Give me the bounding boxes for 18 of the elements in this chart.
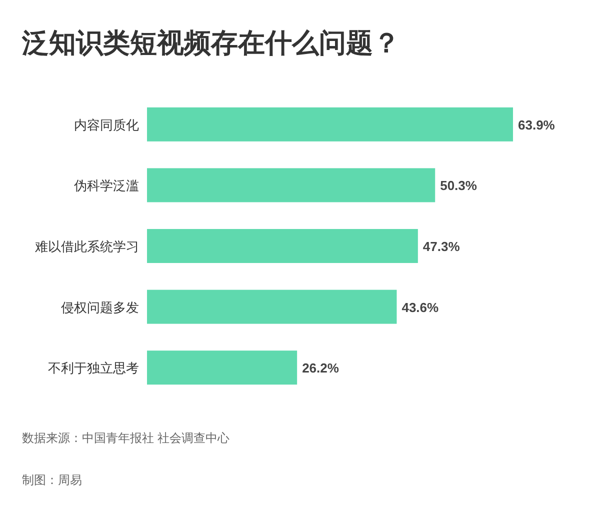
- text: 制图：周易: [22, 473, 82, 487]
- data-label: 63.9%: [518, 117, 556, 132]
- bar: [147, 350, 298, 385]
- bar: [147, 290, 397, 324]
- y-tick-label: 内容同质化: [74, 117, 139, 132]
- data-label: 50.3%: [440, 178, 478, 194]
- y-tick-label: 侵权问题多发: [61, 300, 139, 315]
- data-label: 43.6%: [402, 300, 440, 315]
- bar: [147, 229, 418, 263]
- y-tick-label: 不利于独立思考: [48, 360, 139, 376]
- data-label: 26.2%: [302, 360, 340, 376]
- bar: [147, 107, 513, 142]
- source-note: 数据来源：中国青年报社 社会调查中心: [22, 431, 230, 445]
- y-tick-label: 难以借此系统学习: [34, 239, 139, 254]
- y-tick-label: 伪科学泛滥: [74, 178, 139, 194]
- chart-title: 泛知识类短视频存在什么问题？: [21, 28, 400, 58]
- bar: [147, 168, 436, 202]
- data-label: 47.3%: [422, 239, 460, 254]
